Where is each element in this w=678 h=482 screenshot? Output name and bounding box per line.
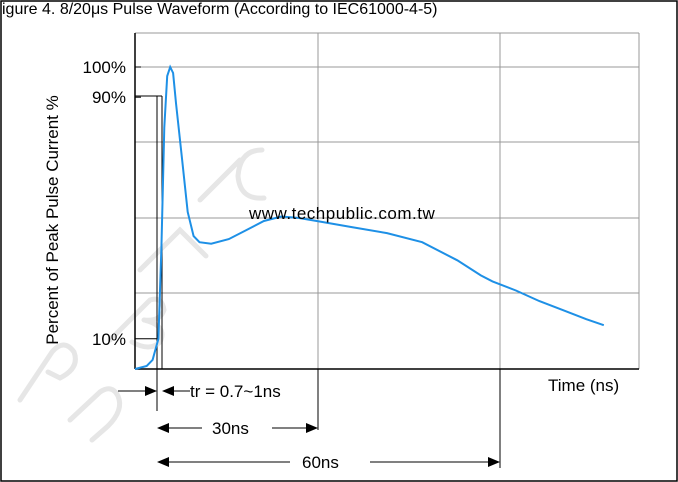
y-tick-label: 10% — [92, 330, 126, 349]
watermark-url: www.techpublic.com.tw — [248, 204, 435, 223]
y-tick-label: 100% — [83, 58, 126, 77]
y-tick-labels: 100% 90% 10% — [83, 58, 157, 349]
t30-annotation — [157, 423, 318, 433]
t60-label: 60ns — [302, 453, 339, 472]
figure-caption: igure 4. 8/20μs Pulse Waveform (Accordin… — [2, 1, 438, 18]
watermark-letters — [17, 147, 267, 443]
t30-label: 30ns — [212, 419, 249, 438]
rise-time-label: tr = 0.7~1ns — [190, 382, 281, 401]
y-axis-label: Percent of Peak Pulse Current % — [43, 95, 62, 344]
rise-time-annotation — [118, 386, 190, 396]
series-line — [134, 64, 605, 370]
y-tick-label: 90% — [92, 88, 126, 107]
t60-annotation — [157, 457, 500, 467]
x-axis-label: Time (ns) — [548, 376, 619, 395]
plot-grid — [135, 32, 640, 369]
